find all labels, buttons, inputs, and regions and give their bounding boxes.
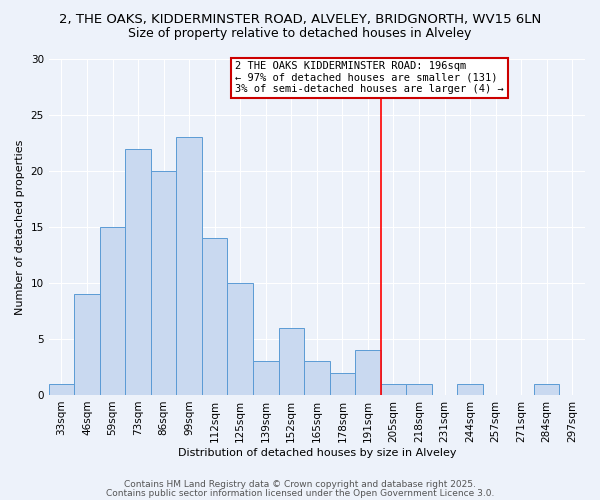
X-axis label: Distribution of detached houses by size in Alveley: Distribution of detached houses by size … [178,448,456,458]
Bar [202,238,227,395]
Y-axis label: Number of detached properties: Number of detached properties [15,140,25,314]
Bar [406,384,432,395]
Text: 2, THE OAKS, KIDDERMINSTER ROAD, ALVELEY, BRIDGNORTH, WV15 6LN: 2, THE OAKS, KIDDERMINSTER ROAD, ALVELEY… [59,12,541,26]
Bar [49,384,74,395]
Bar [125,148,151,395]
Bar [151,171,176,395]
Bar [457,384,483,395]
Text: Contains public sector information licensed under the Open Government Licence 3.: Contains public sector information licen… [106,488,494,498]
Bar [329,372,355,395]
Bar [74,294,100,395]
Bar [253,362,278,395]
Bar [380,384,406,395]
Bar [534,384,559,395]
Bar [355,350,380,395]
Bar [278,328,304,395]
Bar [304,362,329,395]
Bar [227,283,253,395]
Bar [176,138,202,395]
Text: Contains HM Land Registry data © Crown copyright and database right 2025.: Contains HM Land Registry data © Crown c… [124,480,476,489]
Bar [100,227,125,395]
Text: 2 THE OAKS KIDDERMINSTER ROAD: 196sqm
← 97% of detached houses are smaller (131): 2 THE OAKS KIDDERMINSTER ROAD: 196sqm ← … [235,61,504,94]
Text: Size of property relative to detached houses in Alveley: Size of property relative to detached ho… [128,28,472,40]
